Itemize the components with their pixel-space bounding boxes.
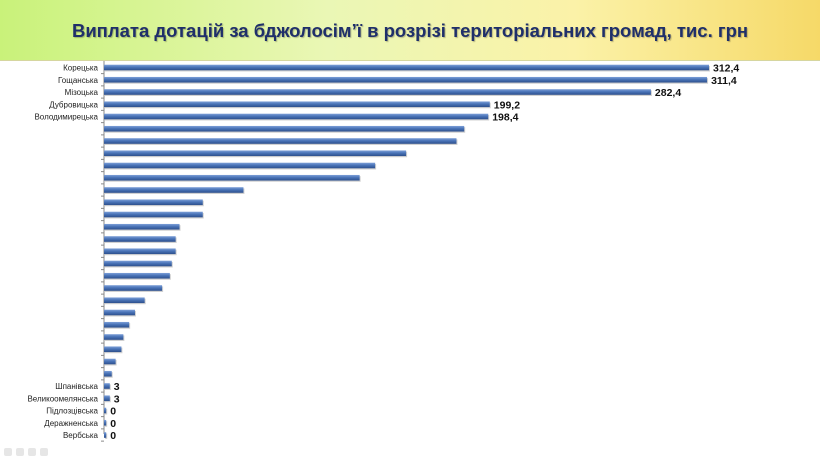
bar [104, 113, 489, 120]
bar [104, 272, 170, 279]
bar [104, 419, 107, 426]
value-label: 3 [114, 381, 120, 393]
bar [104, 162, 376, 169]
value-label: 282,4 [655, 87, 681, 99]
bar [104, 334, 124, 340]
bar [104, 297, 145, 304]
bar [104, 395, 110, 402]
bar [104, 199, 203, 206]
value-label: 3 [114, 393, 120, 405]
bar [104, 321, 130, 328]
prev-slide-icon[interactable] [4, 448, 12, 456]
bar [104, 150, 407, 157]
bar [104, 358, 116, 365]
category-label: Гощанська [58, 76, 99, 85]
chart-title: Виплата дотацій за бджолосім’ї в розрізі… [71, 20, 749, 41]
bar [104, 101, 490, 108]
category-label: Підлозцівська [46, 407, 98, 416]
bar [104, 370, 112, 377]
bar [104, 89, 651, 95]
bar [104, 260, 172, 267]
value-label: 0 [110, 430, 116, 442]
value-label: 312,4 [713, 63, 739, 75]
value-label: 199,2 [494, 99, 520, 111]
category-label: Великоомелянська [27, 394, 98, 403]
bar [104, 236, 176, 242]
bar [104, 211, 203, 218]
bar [104, 223, 180, 230]
bar [104, 309, 135, 316]
bar [104, 76, 708, 83]
bar [104, 64, 709, 71]
bar [104, 383, 110, 389]
category-label: Мізоцька [65, 88, 99, 97]
bar [104, 285, 163, 291]
end-show-icon[interactable] [40, 448, 48, 456]
value-label: 198,4 [492, 112, 518, 124]
value-label: 311,4 [711, 75, 737, 87]
bar [104, 407, 107, 414]
bar [104, 187, 244, 193]
bar [104, 346, 122, 353]
category-label: Корецька [63, 64, 98, 73]
category-label: Дубровицька [49, 100, 98, 109]
category-label: Вербська [63, 431, 99, 440]
bar [104, 248, 176, 255]
bar [104, 125, 465, 132]
bar [104, 174, 360, 181]
bar [104, 432, 107, 438]
menu-icon[interactable] [28, 448, 36, 456]
category-label: Деражненська [44, 419, 98, 428]
value-label: 0 [110, 418, 116, 430]
bar [104, 138, 457, 144]
value-label: 0 [110, 406, 116, 418]
slide-nav-icons [4, 448, 48, 458]
category-label: Володимирецька [34, 113, 98, 122]
next-slide-icon[interactable] [16, 448, 24, 456]
title-banner: Виплата дотацій за бджолосім’ї в розрізі… [0, 0, 820, 61]
category-label: Шпанівська [55, 382, 98, 391]
